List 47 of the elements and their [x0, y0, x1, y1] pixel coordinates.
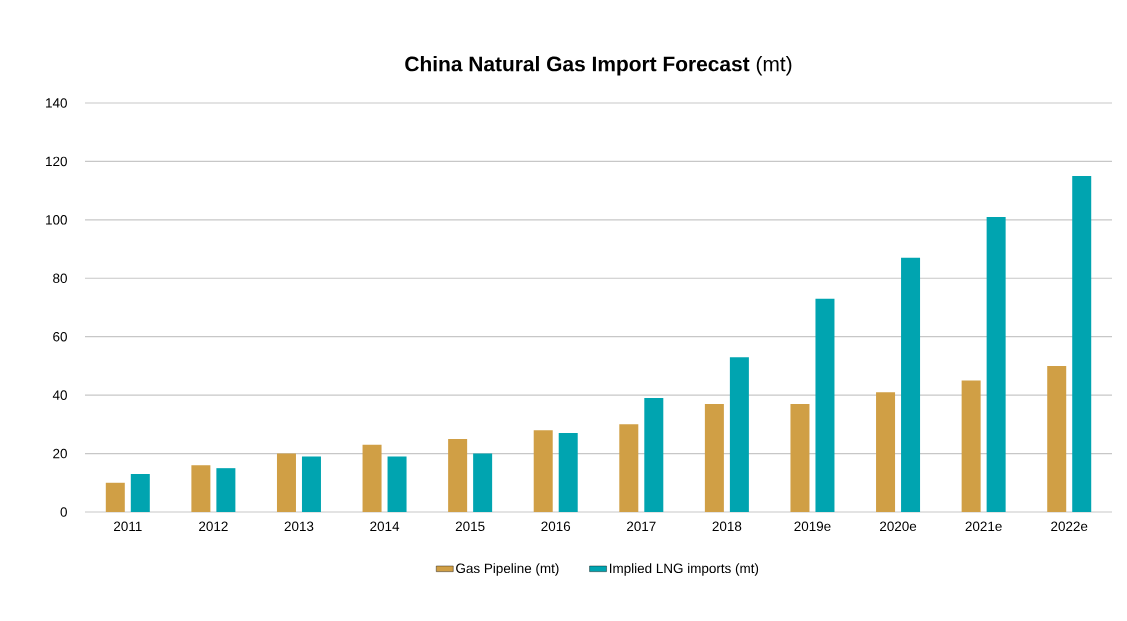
x-tick-label: 2012 [199, 521, 228, 532]
x-tick-label: 2020e [880, 521, 917, 532]
x-tick-label: 2018 [712, 521, 742, 532]
y-tick-label: 0 [60, 507, 67, 517]
bar [448, 438, 468, 512]
y-tick-label: 120 [46, 156, 67, 167]
y-tick-label: 40 [52, 390, 67, 400]
y-tick-label: 80 [53, 273, 67, 284]
x-tick-label: 2019e [794, 521, 831, 532]
x-tick-label: 2014 [370, 521, 400, 532]
bar [533, 430, 553, 512]
bar [876, 392, 896, 512]
x-tick-label: 2013 [284, 521, 314, 532]
bar [191, 465, 211, 512]
bar [619, 424, 639, 512]
x-tick-label: 2011 [114, 521, 142, 532]
x-tick-label: 2016 [541, 521, 571, 532]
bar [216, 468, 236, 512]
bar [961, 380, 981, 512]
y-tick-label: 20 [53, 448, 67, 459]
x-tick-label: 2017 [627, 521, 656, 532]
bar [1047, 365, 1067, 512]
bar [105, 482, 125, 512]
legend-label: Implied LNG imports (mt) [609, 563, 759, 576]
bar [986, 216, 1006, 512]
y-tick-label: 100 [46, 215, 67, 225]
x-tick-label: 2015 [455, 521, 485, 532]
chart-title: China Natural Gas Import Forecast (mt) [405, 55, 792, 76]
bar [473, 453, 493, 512]
y-tick-label: 60 [53, 331, 67, 342]
bar [704, 403, 724, 512]
bar [901, 257, 921, 512]
bar [644, 398, 664, 512]
legend-label: Gas Pipeline (mt) [456, 563, 559, 576]
bar [301, 456, 321, 512]
x-tick-label: 2021e [965, 521, 1002, 532]
bar [1072, 176, 1092, 512]
y-tick-label: 140 [46, 98, 67, 108]
bar [729, 357, 749, 512]
bar [815, 298, 835, 512]
bar [130, 474, 150, 512]
bar [558, 433, 578, 512]
x-tick-label: 2022e [1051, 521, 1088, 532]
bar [790, 403, 810, 512]
bar [362, 444, 382, 512]
bar [387, 456, 407, 512]
bar [276, 453, 296, 512]
